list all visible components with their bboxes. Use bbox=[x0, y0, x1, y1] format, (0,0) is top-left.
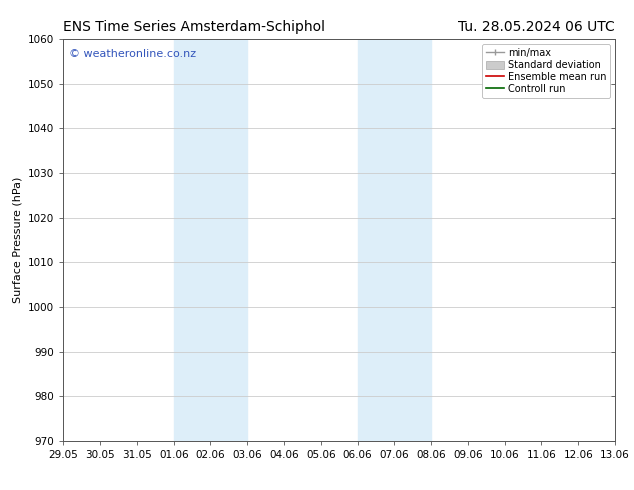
Y-axis label: Surface Pressure (hPa): Surface Pressure (hPa) bbox=[13, 177, 23, 303]
Bar bbox=[358, 39, 431, 441]
Text: Tu. 28.05.2024 06 UTC: Tu. 28.05.2024 06 UTC bbox=[458, 20, 615, 34]
Legend: min/max, Standard deviation, Ensemble mean run, Controll run: min/max, Standard deviation, Ensemble me… bbox=[482, 44, 610, 98]
Text: © weatheronline.co.nz: © weatheronline.co.nz bbox=[69, 49, 196, 59]
Bar bbox=[174, 39, 247, 441]
Text: ENS Time Series Amsterdam-Schiphol: ENS Time Series Amsterdam-Schiphol bbox=[63, 20, 325, 34]
